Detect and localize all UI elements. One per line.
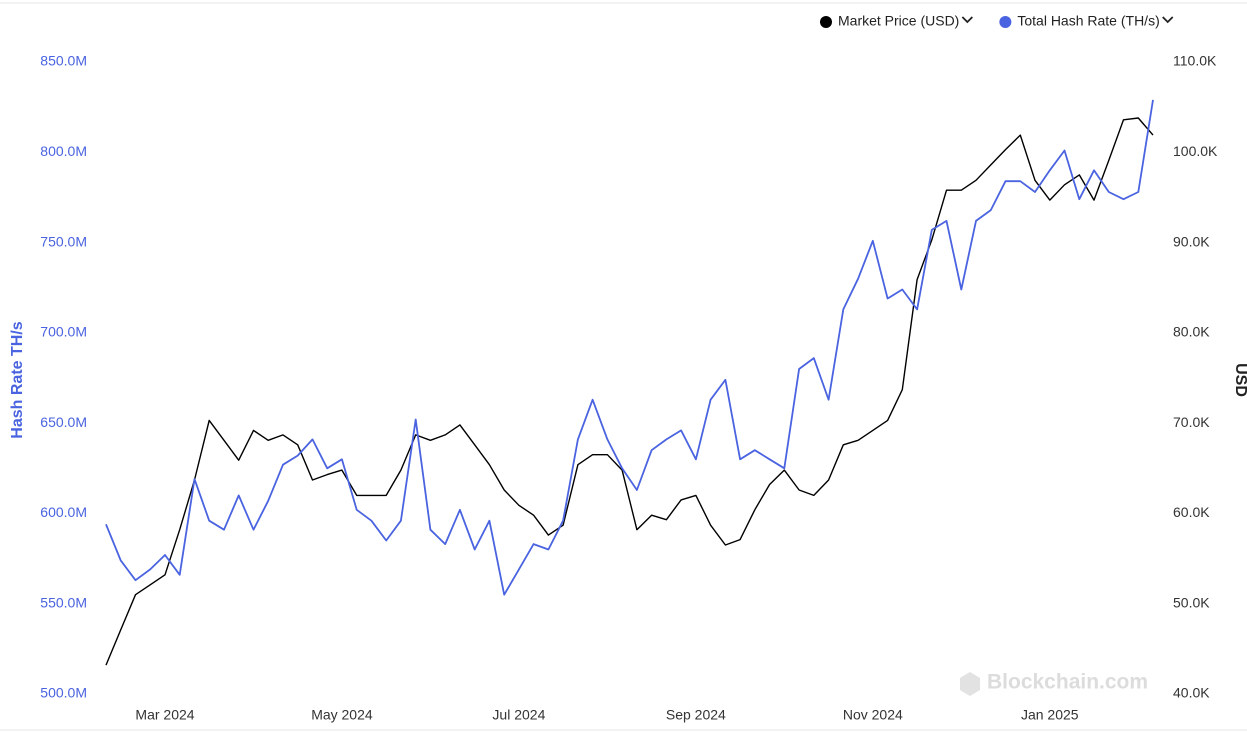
watermark: Blockchain.com xyxy=(960,671,1148,696)
x-tick-label: May 2024 xyxy=(311,707,373,723)
legend-marker xyxy=(999,16,1012,28)
legend-chevron xyxy=(1162,16,1174,24)
watermark-text: Blockchain.com xyxy=(987,671,1148,694)
y2-tick-label: 70.0K xyxy=(1173,414,1210,430)
legend-label: Market Price (USD) xyxy=(838,13,959,29)
y-axis-title: Hash Rate TH/s xyxy=(9,321,26,438)
y2-tick-label: 100.0K xyxy=(1173,143,1218,159)
y2-tick-label: 80.0K xyxy=(1173,324,1210,340)
y2-axis-title: USD xyxy=(1232,363,1247,397)
y-tick-label: 600.0M xyxy=(40,504,87,520)
legend-item[interactable]: Total Hash Rate (TH/s) xyxy=(999,13,1174,29)
y-tick-label: 750.0M xyxy=(40,233,87,249)
y2-tick-label: 110.0K xyxy=(1173,53,1217,69)
y2-tick-label: 90.0K xyxy=(1173,233,1210,249)
data-line xyxy=(105,117,1154,666)
x-tick-label: Sep 2024 xyxy=(666,707,726,723)
y-tick-label: 700.0M xyxy=(40,324,87,340)
legend-label: Total Hash Rate (TH/s) xyxy=(1017,13,1159,29)
y2-tick-label: 50.0K xyxy=(1173,594,1210,610)
legend-marker xyxy=(820,16,832,28)
data-line xyxy=(105,99,1154,596)
x-tick-label: Jan 2025 xyxy=(1021,707,1079,723)
legend-item[interactable]: Market Price (USD) xyxy=(820,13,973,29)
y-tick-label: 500.0M xyxy=(40,685,87,701)
y-tick-label: 650.0M xyxy=(40,414,87,430)
legend-chevron xyxy=(961,16,973,24)
y-tick-label: 550.0M xyxy=(40,594,87,610)
y-tick-label: 850.0M xyxy=(40,53,87,69)
x-tick-label: Nov 2024 xyxy=(843,707,903,723)
x-tick-label: Jul 2024 xyxy=(492,707,545,723)
watermark-logo xyxy=(960,672,980,696)
y2-tick-label: 40.0K xyxy=(1173,685,1210,701)
y2-tick-label: 60.0K xyxy=(1173,504,1210,520)
x-tick-label: Mar 2024 xyxy=(135,707,194,723)
y-tick-label: 800.0M xyxy=(40,143,87,159)
